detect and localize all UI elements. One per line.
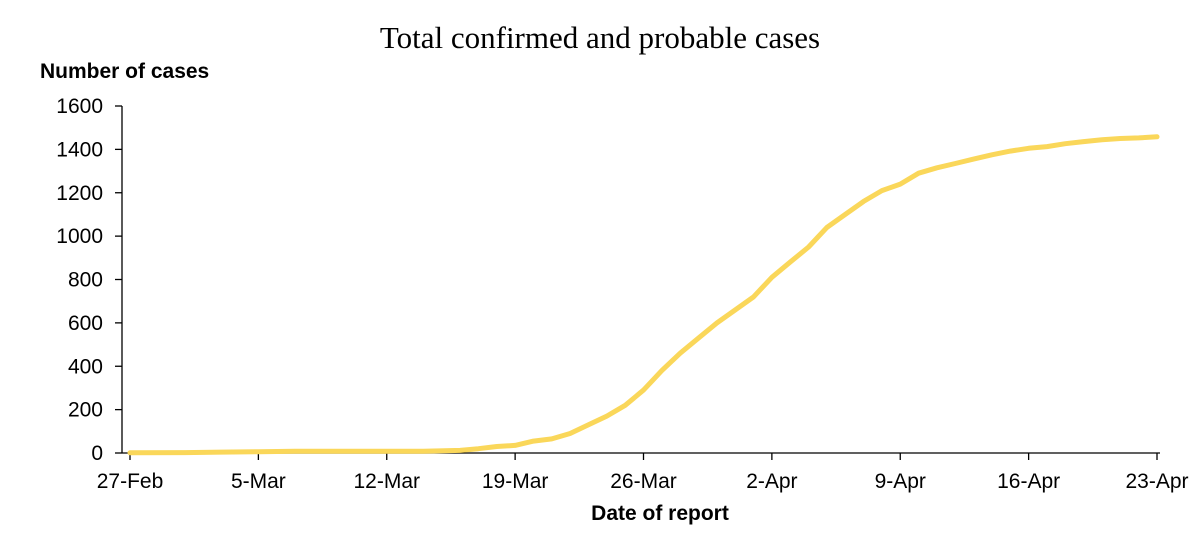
series-group — [127, 134, 1160, 456]
y-tick-label: 600 — [68, 312, 103, 335]
x-axis-title: Date of report — [591, 502, 729, 525]
x-tick-label: 16-Apr — [997, 470, 1060, 493]
x-tick-label: 23-Apr — [1125, 470, 1188, 493]
x-tick-label: 26-Mar — [610, 470, 677, 493]
y-tick-label: 1600 — [56, 95, 103, 118]
y-tick-label: 1200 — [56, 182, 103, 205]
y-axis-title: Number of cases — [40, 60, 209, 83]
x-tick-label: 5-Mar — [231, 470, 286, 493]
x-tick-label: 12-Mar — [353, 470, 420, 493]
y-ticks: 0 200 400 600 800 1000 1200 1400 1600 — [56, 95, 122, 465]
y-tick-label: 800 — [68, 269, 103, 292]
x-ticks: 27-Feb 5-Mar 12-Mar 19-Mar 26-Mar 2-Apr 9-Apr 1… — [97, 453, 1189, 493]
chart-title: Total confirmed and probable cases — [380, 20, 820, 55]
series-line — [127, 134, 1160, 456]
x-tick-label: 19-Mar — [482, 470, 549, 493]
x-tick-label: 2-Apr — [746, 470, 797, 493]
y-tick-label: 0 — [91, 442, 103, 465]
x-tick-label: 9-Apr — [875, 470, 926, 493]
axes — [121, 106, 1160, 454]
x-tick-label: 27-Feb — [97, 470, 164, 493]
y-tick-label: 400 — [68, 355, 103, 378]
y-tick-label: 1400 — [56, 138, 103, 161]
y-tick-label: 200 — [68, 399, 103, 422]
y-tick-label: 1000 — [56, 225, 103, 248]
